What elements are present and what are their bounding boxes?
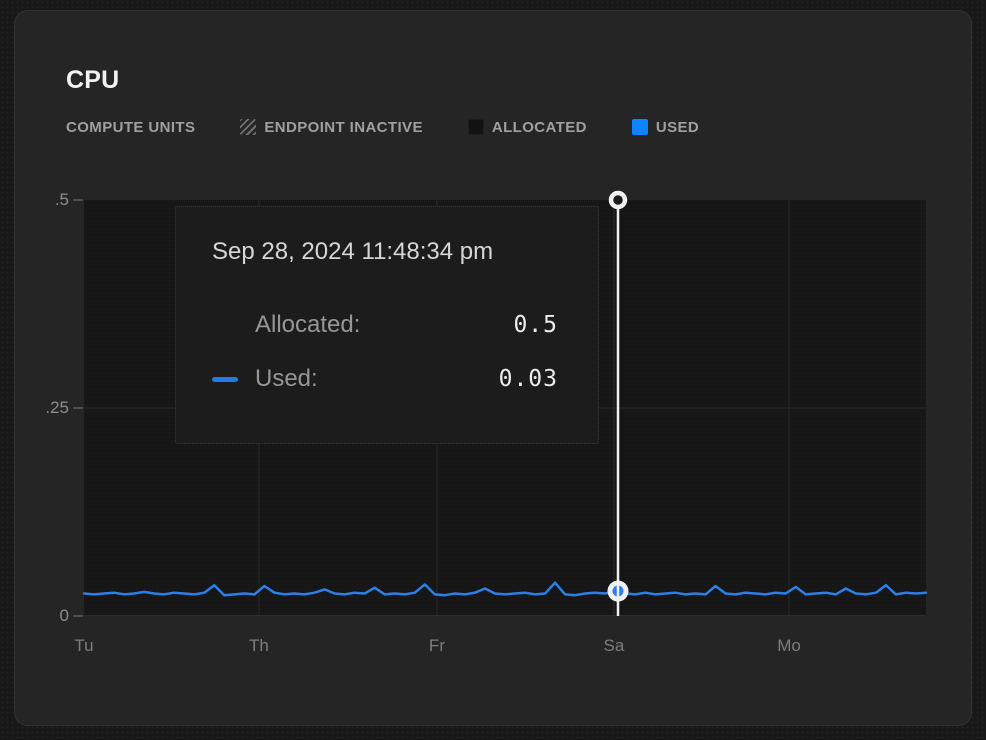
blue-square-icon [631,119,648,135]
y-tick-mark [73,199,83,201]
y-tick-label: .5 [54,190,69,209]
dark-square-icon [467,119,484,135]
legend-label: USED [655,118,700,136]
x-axis: Tu Th Fr Sa Mo [74,636,926,660]
hatched-square-icon [240,119,257,135]
y-tick-mark [73,615,83,617]
cpu-metrics-card: CPU COMPUTE UNITS ENDPOINT INACTIVE ALLO… [14,10,972,726]
y-tick-label: .25 [45,398,69,417]
legend-item-used[interactable]: USED [631,118,700,136]
y-axis: .5 .25 0 [15,190,84,625]
cpu-usage-chart-svg [82,190,928,616]
y-tick: 0 [15,606,84,626]
y-tick: .25 [15,398,84,418]
x-tick-label: Fr [428,636,445,655]
chart-legend: COMPUTE UNITS ENDPOINT INACTIVE ALLOCATE… [66,116,699,138]
page-title: CPU [66,66,120,94]
legend-item-compute-units: COMPUTE UNITS [66,119,195,136]
allocated-point-ring-icon [608,190,628,210]
x-tick-label: Sa [603,636,625,655]
y-tick-mark [73,407,83,409]
legend-item-allocated[interactable]: ALLOCATED [467,118,587,136]
y-tick-label: 0 [59,606,69,625]
crosshair-over-marker [616,580,620,603]
used-series-line [82,581,928,597]
x-tick-label: Th [249,636,269,655]
legend-item-endpoint-inactive[interactable]: ENDPOINT INACTIVE [240,119,422,136]
cpu-usage-chart[interactable] [82,190,928,616]
legend-label: COMPUTE UNITS [66,118,196,136]
legend-label: ENDPOINT INACTIVE [264,118,423,136]
x-tick-label: Mo [777,636,801,655]
y-tick: .5 [15,190,84,210]
x-tick-label: Tu [74,636,94,655]
legend-label: ALLOCATED [491,118,587,136]
